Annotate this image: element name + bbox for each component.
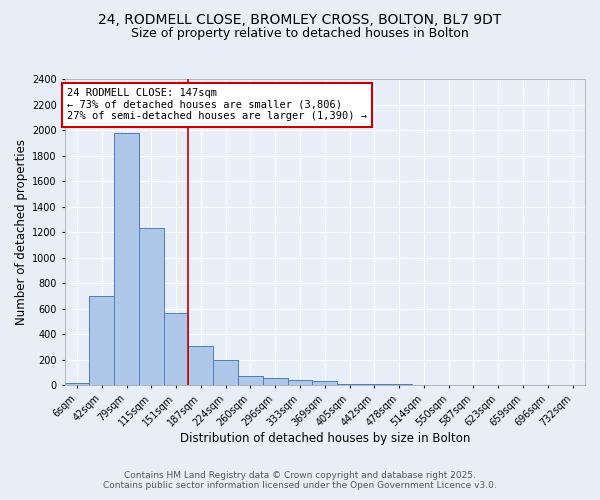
Bar	[412, 384, 436, 386]
Bar	[238, 376, 263, 386]
Bar	[313, 381, 337, 386]
Text: Size of property relative to detached houses in Bolton: Size of property relative to detached ho…	[131, 28, 469, 40]
Text: Contains HM Land Registry data © Crown copyright and database right 2025.
Contai: Contains HM Land Registry data © Crown c…	[103, 470, 497, 490]
Bar	[89, 296, 114, 386]
Bar	[139, 228, 164, 386]
Text: 24 RODMELL CLOSE: 147sqm
← 73% of detached houses are smaller (3,806)
27% of sem: 24 RODMELL CLOSE: 147sqm ← 73% of detach…	[67, 88, 367, 122]
Bar	[287, 380, 313, 386]
Bar	[114, 132, 139, 386]
Bar	[65, 384, 89, 386]
Bar	[213, 360, 238, 386]
X-axis label: Distribution of detached houses by size in Bolton: Distribution of detached houses by size …	[179, 432, 470, 445]
Bar	[263, 378, 287, 386]
Bar	[387, 384, 412, 386]
Bar	[188, 346, 213, 386]
Text: 24, RODMELL CLOSE, BROMLEY CROSS, BOLTON, BL7 9DT: 24, RODMELL CLOSE, BROMLEY CROSS, BOLTON…	[98, 12, 502, 26]
Bar	[337, 384, 362, 386]
Bar	[362, 384, 387, 386]
Bar	[436, 384, 461, 386]
Bar	[164, 312, 188, 386]
Y-axis label: Number of detached properties: Number of detached properties	[15, 139, 28, 325]
